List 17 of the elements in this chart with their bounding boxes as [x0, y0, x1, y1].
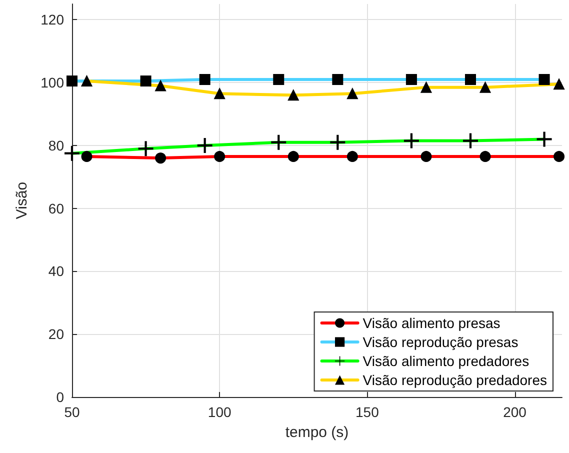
y-tick-label: 20: [48, 326, 64, 342]
x-axis-title: tempo (s): [285, 424, 349, 441]
y-tick-label: 0: [56, 389, 64, 405]
x-tick-label: 100: [208, 404, 232, 420]
x-tick-label: 200: [503, 404, 527, 420]
y-tick-label: 60: [48, 200, 64, 216]
legend-label: Visão reprodução predadores: [362, 372, 547, 388]
legend-label: Visão alimento predadores: [362, 353, 530, 369]
legend-label: Visão alimento presas: [362, 315, 500, 331]
y-tick-label: 80: [48, 137, 64, 154]
x-tick-label: 150: [356, 404, 380, 420]
y-tick-label: 120: [40, 12, 64, 28]
y-tick-label: 40: [48, 263, 64, 280]
legend-label: Visão reprodução presas: [362, 334, 518, 350]
y-tick-label: 100: [40, 74, 64, 91]
y-axis-title: Visão: [14, 182, 31, 220]
x-tick-label: 50: [64, 404, 80, 420]
